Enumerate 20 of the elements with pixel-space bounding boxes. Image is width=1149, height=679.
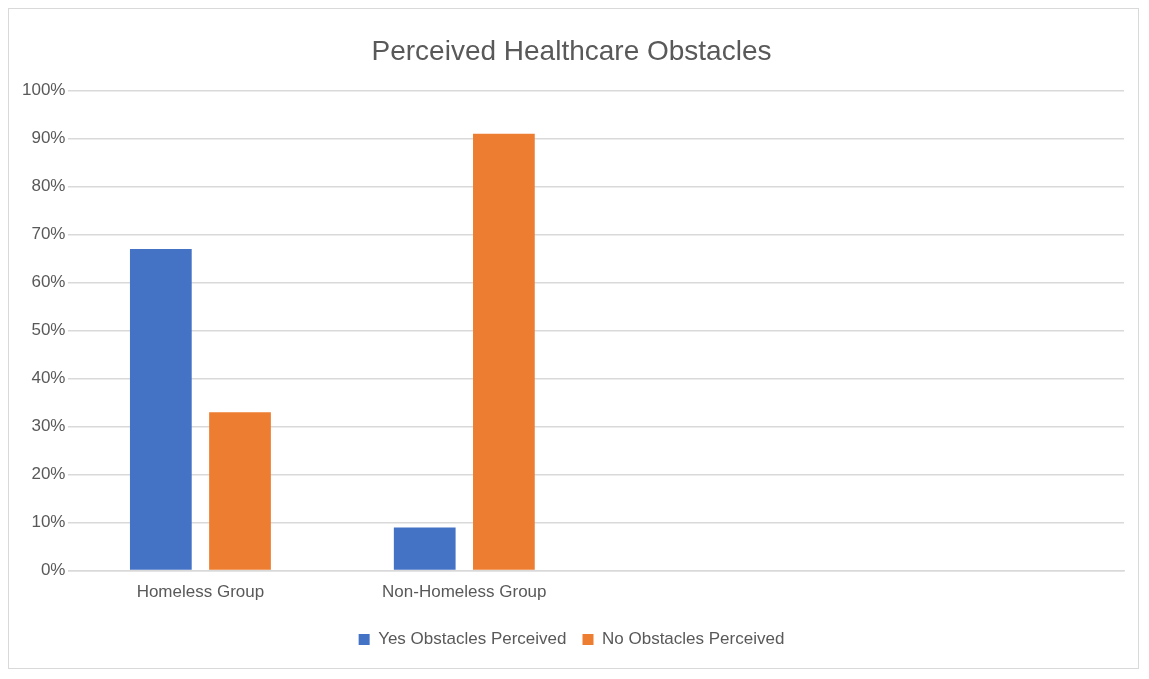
bar (393, 527, 456, 570)
bar (129, 249, 192, 570)
y-tick-label: 40% (31, 368, 66, 388)
y-tick-label: 10% (31, 512, 66, 532)
y-tick-label: 20% (31, 464, 66, 484)
y-tick-label: 100% (22, 80, 66, 100)
y-tick-label: 60% (31, 272, 66, 292)
legend-label: Yes Obstacles Perceived (378, 629, 567, 649)
y-tick-label: 0% (40, 560, 66, 580)
x-tick-label: Non-Homeless Group (382, 582, 547, 602)
y-tick-label: 80% (31, 176, 66, 196)
y-tick-label: 30% (31, 416, 66, 436)
bar (209, 412, 271, 570)
chart-title: Perceived Healthcare Obstacles (371, 34, 772, 66)
x-tick-label: Homeless Group (136, 582, 265, 602)
y-tick-label: 70% (31, 224, 66, 244)
y-tick-label: 90% (31, 128, 66, 148)
y-tick-label: 50% (31, 320, 66, 340)
bar (473, 133, 535, 570)
legend-label: No Obstacles Perceived (602, 629, 785, 649)
